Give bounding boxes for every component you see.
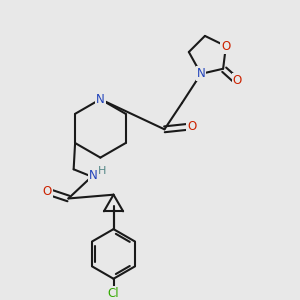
Text: Cl: Cl: [108, 287, 119, 300]
Text: O: O: [221, 40, 230, 52]
Text: O: O: [232, 74, 242, 87]
Text: O: O: [43, 185, 52, 198]
Text: N: N: [89, 169, 98, 182]
Text: O: O: [187, 121, 196, 134]
Text: H: H: [98, 166, 106, 176]
Text: N: N: [96, 93, 105, 106]
Text: N: N: [196, 68, 205, 80]
